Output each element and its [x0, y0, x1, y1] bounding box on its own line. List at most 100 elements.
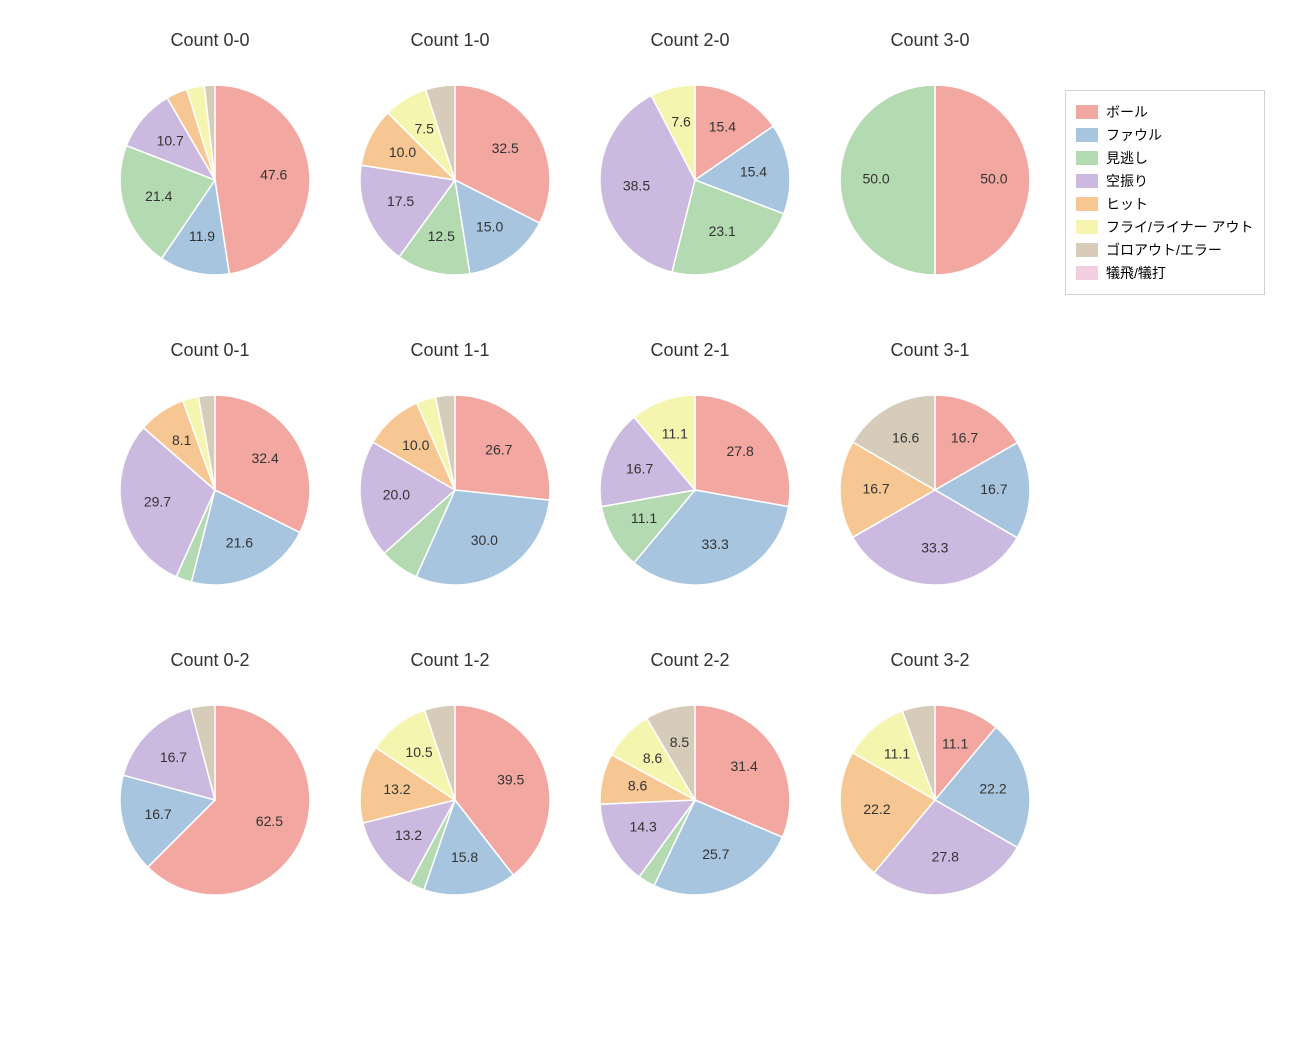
pie-chart: Count 1-2 39.5 15.8 13.2 13.2 10.5 — [330, 650, 570, 925]
slice-label: 10.7 — [157, 132, 184, 148]
pie-title: Count 1-2 — [330, 650, 570, 671]
slice-label: 22.2 — [863, 801, 890, 817]
slice-label: 38.5 — [623, 178, 650, 194]
legend-swatch — [1076, 174, 1098, 188]
slice-label: 10.5 — [405, 744, 432, 760]
legend-swatch — [1076, 266, 1098, 280]
slice-label: 16.7 — [951, 430, 978, 446]
slice-label: 11.1 — [631, 510, 657, 526]
legend-item: フライ/ライナー アウト — [1076, 217, 1254, 237]
slice-label: 8.6 — [628, 777, 648, 793]
pie-title: Count 3-1 — [810, 340, 1050, 361]
legend-item: ファウル — [1076, 125, 1254, 145]
slice-label: 21.6 — [226, 534, 253, 550]
pie-svg: 47.611.921.410.7 — [90, 55, 340, 305]
legend-item: 見逃し — [1076, 148, 1254, 168]
pie-chart: Count 2-1 27.8 33.3 11.1 16.7 11.1 — [570, 340, 810, 615]
pie-svg: 32.515.012.517.510.07.5 — [330, 55, 580, 305]
slice-label: 11.1 — [942, 735, 968, 751]
pie-svg: 11.1 22.2 27.8 22.2 11.1 — [810, 675, 1060, 925]
slice-label: 8.1 — [172, 432, 192, 448]
slice-label: 21.4 — [145, 188, 172, 204]
legend-swatch — [1076, 220, 1098, 234]
legend-label: 空振り — [1106, 171, 1148, 191]
slice-label: 30.0 — [471, 532, 498, 548]
slice-label: 50.0 — [862, 171, 889, 187]
slice-label: 62.5 — [256, 813, 283, 829]
pie-chart: Count 3-2 11.1 22.2 27.8 22.2 11.1 — [810, 650, 1050, 925]
pie-title: Count 0-1 — [90, 340, 330, 361]
slice-label: 23.1 — [709, 223, 736, 239]
legend-item: ヒット — [1076, 194, 1254, 214]
pie-chart: Count 0-132.421.629.78.1 — [90, 340, 330, 615]
slice-label: 11.9 — [189, 228, 215, 244]
slice-label: 13.2 — [395, 827, 422, 843]
slice-label: 27.8 — [727, 443, 754, 459]
pie-svg: 15.415.423.138.57.6 — [570, 55, 820, 305]
legend: ボールファウル見逃し空振りヒットフライ/ライナー アウトゴロアウト/エラー犠飛/… — [1065, 90, 1265, 295]
pie-chart: Count 1-126.730.020.010.0 — [330, 340, 570, 615]
legend-label: ゴロアウト/エラー — [1106, 240, 1222, 260]
slice-label: 11.1 — [884, 746, 910, 762]
legend-label: 見逃し — [1106, 148, 1148, 168]
slice-label: 31.4 — [731, 758, 758, 774]
slice-label: 27.8 — [932, 849, 959, 865]
legend-label: ファウル — [1106, 125, 1162, 145]
pie-title: Count 0-0 — [90, 30, 330, 51]
legend-item: 空振り — [1076, 171, 1254, 191]
pie-chart: Count 3-116.716.733.316.716.6 — [810, 340, 1050, 615]
slice-label: 13.2 — [383, 781, 410, 797]
legend-swatch — [1076, 197, 1098, 211]
pie-title: Count 2-0 — [570, 30, 810, 51]
pie-chart: Count 0-262.516.716.7 — [90, 650, 330, 925]
slice-label: 26.7 — [485, 441, 512, 457]
legend-swatch — [1076, 105, 1098, 119]
pie-title: Count 0-2 — [90, 650, 330, 671]
slice-label: 50.0 — [980, 171, 1007, 187]
slice-label: 8.6 — [643, 750, 663, 766]
slice-label: 15.8 — [451, 849, 478, 865]
pie-title: Count 2-1 — [570, 340, 810, 361]
slice-label: 17.5 — [387, 193, 414, 209]
slice-label: 39.5 — [497, 772, 524, 788]
legend-swatch — [1076, 151, 1098, 165]
slice-label: 16.7 — [160, 749, 187, 765]
pie-chart: Count 2-2 31.4 25.7 14.3 8.6 8.6 8.5 — [570, 650, 810, 925]
pie-title: Count 3-0 — [810, 30, 1050, 51]
slice-label: 14.3 — [629, 819, 656, 835]
slice-label: 10.0 — [389, 144, 416, 160]
slice-label: 16.6 — [892, 430, 919, 446]
slice-label: 7.5 — [414, 120, 434, 136]
slice-label: 8.5 — [670, 734, 690, 750]
legend-item: 犠飛/犠打 — [1076, 263, 1254, 283]
pie-svg: 16.716.733.316.716.6 — [810, 365, 1060, 615]
pie-svg: 27.8 33.3 11.1 16.7 11.1 — [570, 365, 820, 615]
legend-label: ボール — [1106, 102, 1148, 122]
slice-label: 32.5 — [492, 140, 519, 156]
legend-item: ゴロアウト/エラー — [1076, 240, 1254, 260]
slice-label: 16.7 — [626, 461, 653, 477]
legend-label: フライ/ライナー アウト — [1106, 217, 1254, 237]
slice-label: 20.0 — [383, 487, 410, 503]
slice-label: 15.0 — [476, 218, 503, 234]
slice-label: 16.7 — [862, 481, 889, 497]
slice-label: 11.1 — [662, 425, 688, 441]
slice-label: 25.7 — [702, 846, 729, 862]
pie-title: Count 1-0 — [330, 30, 570, 51]
pie-title: Count 3-2 — [810, 650, 1050, 671]
slice-label: 33.3 — [702, 536, 729, 552]
legend-label: 犠飛/犠打 — [1106, 263, 1166, 283]
pie-chart: Count 2-015.415.423.138.57.6 — [570, 30, 810, 305]
slice-label: 29.7 — [144, 493, 171, 509]
legend-swatch — [1076, 128, 1098, 142]
slice-label: 22.2 — [979, 780, 1006, 796]
legend-swatch — [1076, 243, 1098, 257]
pie-title: Count 2-2 — [570, 650, 810, 671]
legend-item: ボール — [1076, 102, 1254, 122]
slice-label: 15.4 — [740, 164, 767, 180]
pie-title: Count 1-1 — [330, 340, 570, 361]
slice-label: 16.7 — [980, 481, 1007, 497]
legend-label: ヒット — [1106, 194, 1148, 214]
pie-chart: Count 1-032.515.012.517.510.07.5 — [330, 30, 570, 305]
slice-label: 15.4 — [709, 119, 736, 135]
